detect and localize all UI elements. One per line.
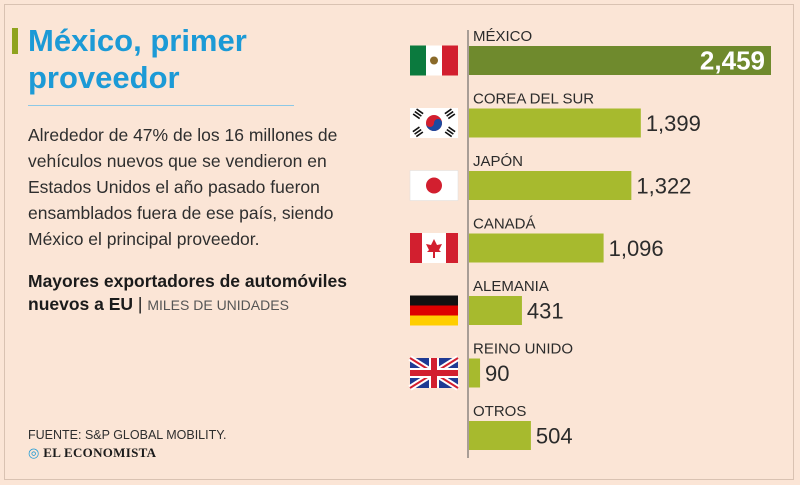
category-label: ALEMANIA — [473, 278, 549, 295]
value-label: 1,096 — [609, 236, 664, 261]
category-label: OTROS — [473, 403, 526, 420]
value-label: 504 — [536, 424, 573, 449]
bar — [469, 358, 481, 388]
canada-flag-icon — [410, 233, 458, 263]
bar — [469, 171, 632, 200]
accent-bar — [12, 28, 18, 54]
intro-text: Alrededor de 47% de los 16 millones de v… — [28, 125, 338, 249]
page-title: México, primer proveedor — [28, 23, 247, 95]
value-label: 2,459 — [700, 46, 765, 76]
title-divider — [28, 105, 294, 106]
germany-flag-icon — [410, 295, 458, 326]
subtitle-separator: | — [133, 294, 148, 314]
brand-name: EL ECONOMISTA — [43, 445, 157, 460]
brand-mark-icon: ◎ — [28, 445, 40, 460]
bar — [469, 108, 641, 138]
chart-subtitle-text: Mayores exportadores de automóviles nuev… — [28, 271, 347, 314]
value-label: 1,399 — [646, 111, 701, 136]
category-label: JAPÓN — [473, 153, 523, 170]
category-label: MÉXICO — [473, 28, 532, 45]
japan-flag-icon — [409, 170, 459, 201]
source-note: FUENTE: S&P GLOBAL MOBILITY. — [28, 428, 227, 442]
value-label: 90 — [485, 361, 509, 386]
chart-subtitle: Mayores exportadores de automóviles nuev… — [28, 270, 373, 317]
infographic-frame — [4, 4, 794, 480]
mexico-flag-icon — [410, 45, 458, 76]
category-label: REINO UNIDO — [473, 341, 573, 358]
chart-unit: MILES DE UNIDADES — [147, 297, 289, 313]
category-label: COREA DEL SUR — [473, 91, 594, 108]
bar — [469, 46, 771, 75]
uk-flag-icon — [408, 355, 460, 391]
bar — [469, 296, 522, 325]
bar — [469, 233, 604, 263]
south-korea-flag-icon — [410, 108, 458, 138]
brand-logo: ◎ EL ECONOMISTA — [28, 445, 156, 461]
bar — [469, 421, 531, 450]
value-label: 431 — [527, 299, 564, 324]
category-label: CANADÁ — [473, 216, 536, 233]
value-label: 1,322 — [636, 174, 691, 199]
